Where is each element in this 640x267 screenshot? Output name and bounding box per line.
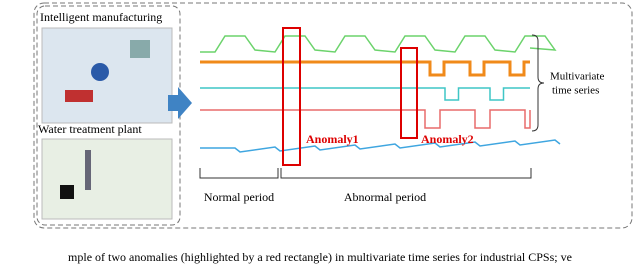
brace	[531, 34, 545, 132]
series-label: time series	[552, 85, 599, 97]
tower-icon	[85, 150, 91, 190]
series-line	[200, 35, 557, 53]
device-icon	[130, 40, 150, 58]
outer-frame	[33, 2, 633, 229]
period-bracket	[199, 168, 279, 179]
period-label: Abnormal period	[344, 190, 426, 204]
series-line	[200, 87, 530, 101]
anomaly-box	[282, 27, 301, 166]
series-line	[200, 109, 531, 129]
anomaly-label: Anomaly1	[306, 132, 359, 146]
period-label: Normal period	[204, 190, 274, 204]
top-label: Intelligent manufacturing	[40, 10, 162, 24]
tank-icon	[60, 185, 74, 199]
period-bracket	[280, 168, 532, 179]
series-line	[200, 60, 530, 77]
hub-icon	[91, 63, 109, 81]
anomaly-label: Anomaly2	[421, 132, 474, 146]
series-label: Multivariate	[550, 71, 604, 83]
device-icon	[65, 90, 93, 102]
time-series	[200, 35, 561, 153]
water-plant-image	[41, 138, 173, 220]
anomaly-box	[400, 47, 418, 139]
bottom-label: Water treatment plant	[38, 122, 142, 136]
caption: mple of two anomalies (highlighted by a …	[68, 250, 572, 264]
series-line	[200, 139, 561, 153]
arrow	[168, 87, 192, 119]
